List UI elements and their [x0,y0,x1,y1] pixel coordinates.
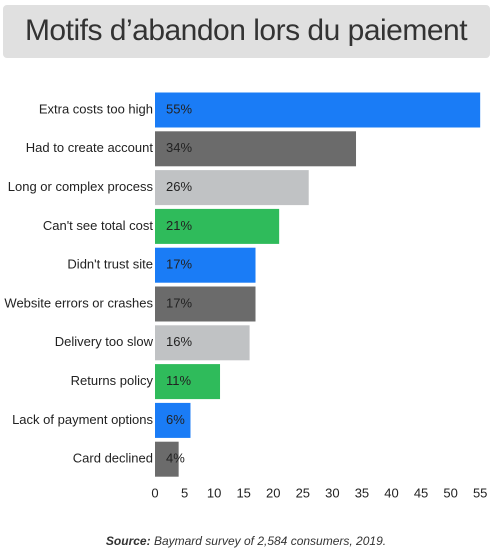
category-label: Extra costs too high [39,101,153,116]
x-tick-label: 15 [236,485,250,500]
x-tick-label: 35 [355,485,369,500]
source-label: Source: [106,534,151,548]
source-text: Baymard survey of 2,584 consumers, 2019. [154,534,386,548]
x-tick-label: 50 [443,485,457,500]
category-label: Had to create account [26,140,154,155]
category-label: Can't see total cost [43,218,154,233]
category-label: Card declined [73,451,153,466]
bar [155,170,309,206]
value-label: 11% [166,373,191,388]
category-label: Website errors or crashes [4,295,153,310]
bar [155,208,280,244]
value-label: 4% [166,451,185,466]
x-tick-label: 0 [151,485,158,500]
category-label: Returns policy [71,373,154,388]
bar [155,402,191,438]
value-label: 21% [166,218,192,233]
x-tick-label: 40 [384,485,398,500]
value-label: 16% [166,334,192,349]
bar [155,286,256,322]
bar [155,247,256,283]
category-label: Lack of payment options [12,412,153,427]
bar [155,364,221,400]
x-tick-label: 25 [296,485,310,500]
category-label: Delivery too slow [55,334,154,349]
source-note: Source: Baymard survey of 2,584 consumer… [106,534,386,548]
bar [155,131,357,167]
x-tick-label: 45 [414,485,428,500]
value-label: 34% [166,140,192,155]
x-tick-label: 30 [325,485,339,500]
value-label: 6% [166,412,185,427]
x-tick-label: 20 [266,485,280,500]
bar [155,325,250,361]
value-label: 55% [166,101,192,116]
x-tick-label: 5 [181,485,188,500]
x-tick-label: 10 [207,485,221,500]
bar [155,441,179,477]
category-label: Long or complex process [8,179,154,194]
bar [155,92,481,128]
value-label: 17% [166,257,192,272]
value-label: 17% [166,295,192,310]
value-label: 26% [166,179,192,194]
title-box [3,5,490,58]
x-tick-label: 55 [473,485,487,500]
chart-title: Motifs d’abandon lors du paiement [25,14,468,47]
category-label: Didn't trust site [67,257,153,272]
